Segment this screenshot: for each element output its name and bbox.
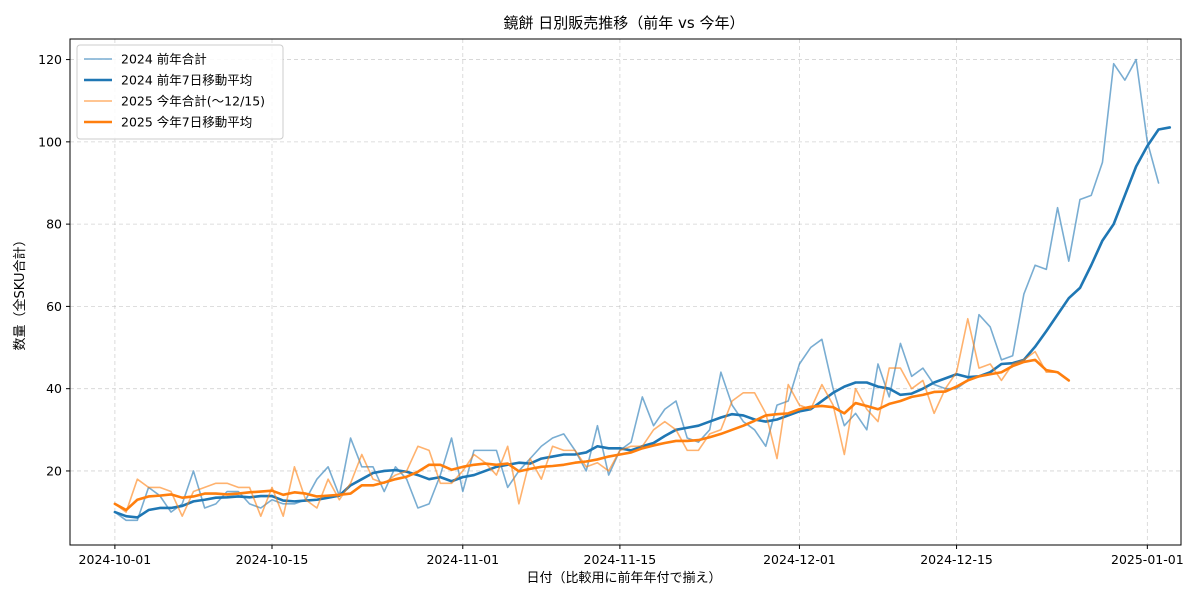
y-axis: 20 40 60 80 100 120 (38, 52, 70, 478)
series-line-3 (114, 317, 1070, 518)
legend: 2024 前年合計 2024 前年7日移動平均 2025 今年合計(〜12/15) 2… (76, 44, 284, 140)
legend-label-2: 2024 前年7日移動平均 (121, 73, 252, 88)
x-axis-title: 日付（比較用に前年年付で揃え） (526, 570, 721, 586)
legend-label-3: 2025 今年合計(〜12/15) (121, 94, 265, 109)
y-tick-label: 20 (46, 463, 62, 478)
x-tick-label: 2024-12-01 (763, 552, 836, 567)
x-tick-label: 2024-12-15 (920, 552, 993, 567)
series-line-1 (114, 58, 1160, 522)
y-tick-label: 60 (46, 299, 62, 314)
x-tick-label: 2024-11-15 (584, 552, 657, 567)
y-tick-label: 100 (38, 134, 62, 149)
plot-frame (69, 38, 1182, 546)
legend-box (76, 44, 284, 140)
chart-title: 鏡餅 日別販売推移（前年 vs 今年） (504, 14, 745, 32)
y-tick-label: 80 (46, 217, 62, 232)
legend-label-1: 2024 前年合計 (121, 52, 207, 67)
series-line-4 (113, 358, 1071, 512)
y-tick-label: 40 (46, 381, 62, 396)
series-layer (113, 58, 1172, 522)
y-axis-title: 数量（全SKU合計） (12, 234, 28, 351)
x-tick-label: 2024-10-15 (236, 552, 309, 567)
grid-lines (70, 39, 1181, 545)
series-line-2 (113, 126, 1172, 519)
x-axis: 2024-10-01 2024-10-15 2024-11-01 2024-11-15… (79, 545, 1184, 567)
legend-label-4: 2025 今年7日移動平均 (121, 115, 252, 130)
y-tick-label: 120 (38, 52, 62, 67)
x-tick-label: 2025-01-01 (1111, 552, 1184, 567)
x-tick-label: 2024-11-01 (426, 552, 499, 567)
x-tick-label: 2024-10-01 (79, 552, 152, 567)
